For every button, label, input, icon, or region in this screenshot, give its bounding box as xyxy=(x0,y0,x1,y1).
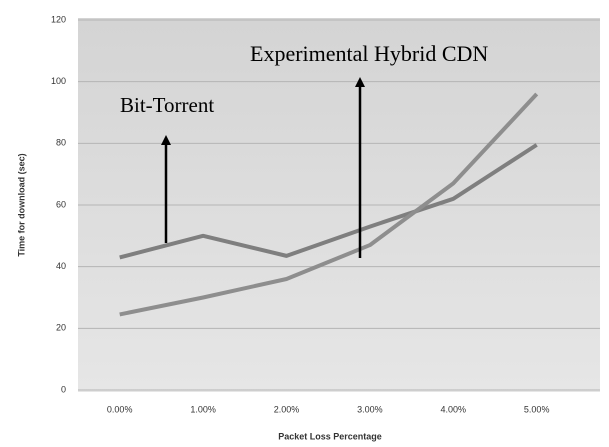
x-axis-label: Packet Loss Percentage xyxy=(278,431,382,441)
y-tick-label: 80 xyxy=(56,138,66,148)
y-tick-label: 40 xyxy=(56,261,66,271)
x-tick-label: 0.00% xyxy=(107,404,133,414)
y-tick-label: 20 xyxy=(56,323,66,333)
x-tick-label: 3.00% xyxy=(357,404,383,414)
y-tick-label: 100 xyxy=(51,76,66,86)
series-line xyxy=(119,143,538,260)
series-line xyxy=(119,92,539,317)
x-tick-label: 2.00% xyxy=(274,404,300,414)
y-tick-label: 0 xyxy=(61,384,66,394)
y-axis-label: Time for download (sec) xyxy=(16,153,26,256)
series-annotation: Bit-Torrent xyxy=(120,93,214,117)
series-annotation: Experimental Hybrid CDN xyxy=(250,41,488,66)
x-tick-label: 4.00% xyxy=(441,404,467,414)
y-tick-label: 60 xyxy=(56,199,66,209)
x-tick-label: 1.00% xyxy=(190,404,216,414)
x-tick-label: 5.00% xyxy=(524,404,550,414)
y-tick-label: 120 xyxy=(51,14,66,24)
